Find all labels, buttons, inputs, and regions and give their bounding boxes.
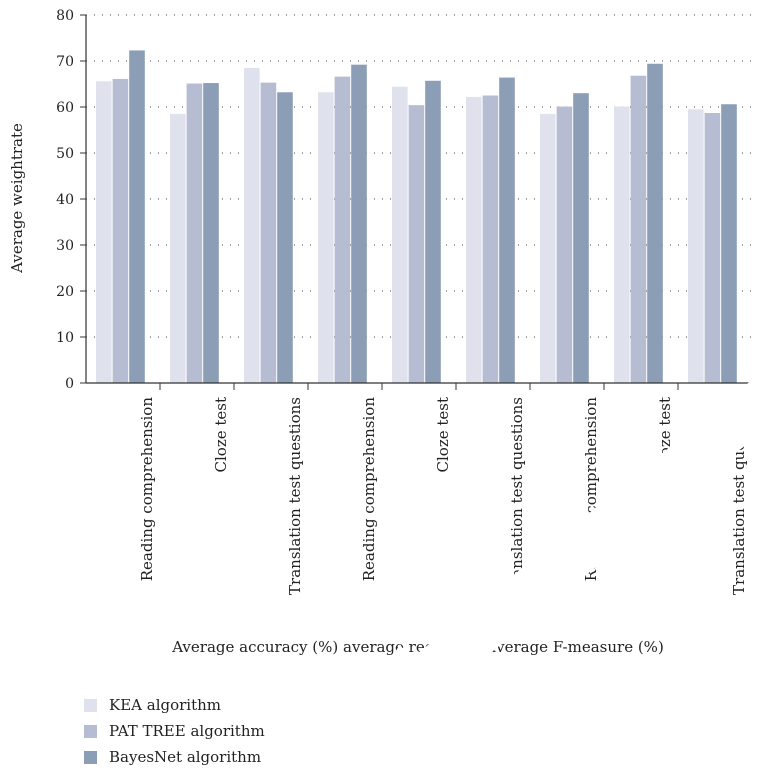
bar-2 (112, 78, 129, 383)
y-tick-label: 20 (56, 284, 74, 300)
y-tick-label: 30 (56, 238, 74, 254)
bar-2 (408, 105, 425, 383)
legend-item: KEA algorithm (84, 692, 265, 718)
bar-3 (721, 104, 737, 384)
bar-3 (425, 80, 441, 383)
legend-swatch (84, 750, 97, 764)
bar-3 (647, 63, 663, 383)
y-tick-label: 40 (56, 192, 74, 208)
x-category-label: Translation test questions (730, 397, 748, 595)
bar-1 (318, 92, 334, 383)
y-tick-label: 80 (56, 8, 74, 24)
legend-label: PAT TREE algorithm (109, 722, 265, 740)
y-tick-label: 50 (56, 146, 74, 162)
bar-1 (540, 113, 556, 384)
bar-1 (614, 106, 630, 383)
bar-2 (704, 112, 721, 383)
y-axis-title: Average weightrate (8, 123, 26, 274)
bar-3 (277, 92, 293, 383)
bar-1 (392, 86, 408, 383)
bar-3 (573, 93, 589, 383)
legend-item: PAT TREE algorithm (84, 718, 265, 744)
x-category-label: Cloze test (434, 397, 452, 472)
bar-2 (186, 83, 203, 383)
legend-item: BayesNet algorithm (84, 744, 265, 770)
x-axis-title: Average accuracy (%) average recall (%) … (171, 638, 664, 656)
y-tick-labels: 0 10 20 30 40 50 60 70 80 (56, 8, 86, 392)
bar-2 (334, 76, 351, 383)
bar-1 (244, 67, 260, 384)
bar-2 (556, 106, 573, 383)
x-category-label: Cloze test (212, 397, 230, 472)
bar-3 (351, 64, 367, 384)
bar-chart: 0 10 20 30 40 50 60 70 80 Reading comprehension C… (8, 8, 753, 656)
bar-1 (170, 113, 186, 384)
bar-1 (96, 81, 112, 384)
x-category-label: Translation test questions (286, 397, 304, 595)
bars (96, 50, 737, 384)
legend-label: KEA algorithm (109, 696, 222, 714)
x-category-label: Reading comprehension (360, 397, 378, 582)
x-category-labels: Reading comprehension Cloze test Translati… (138, 397, 748, 595)
x-category-label: Cloze test (656, 397, 674, 472)
bar-2 (260, 82, 277, 384)
x-category-label: Translation test questions (508, 397, 526, 595)
bar-1 (688, 109, 704, 384)
legend-label: BayesNet algorithm (109, 748, 262, 766)
bar-3 (129, 50, 145, 384)
y-tick-label: 0 (65, 376, 74, 392)
bar-2 (630, 75, 647, 383)
bar-1 (466, 96, 482, 383)
legend: KEA algorithm PAT TREE algorithm BayesNe… (84, 692, 265, 770)
y-tick-label: 70 (56, 54, 74, 70)
x-category-label: Reading comprehension (138, 397, 156, 582)
bar-2 (482, 95, 499, 383)
y-tick-label: 60 (56, 100, 74, 116)
bar-3 (203, 83, 219, 383)
legend-swatch (84, 698, 97, 712)
x-category-label: Reading comprehension (582, 397, 600, 582)
legend-swatch (84, 724, 97, 738)
bar-3 (499, 77, 515, 383)
y-tick-label: 10 (56, 330, 74, 346)
